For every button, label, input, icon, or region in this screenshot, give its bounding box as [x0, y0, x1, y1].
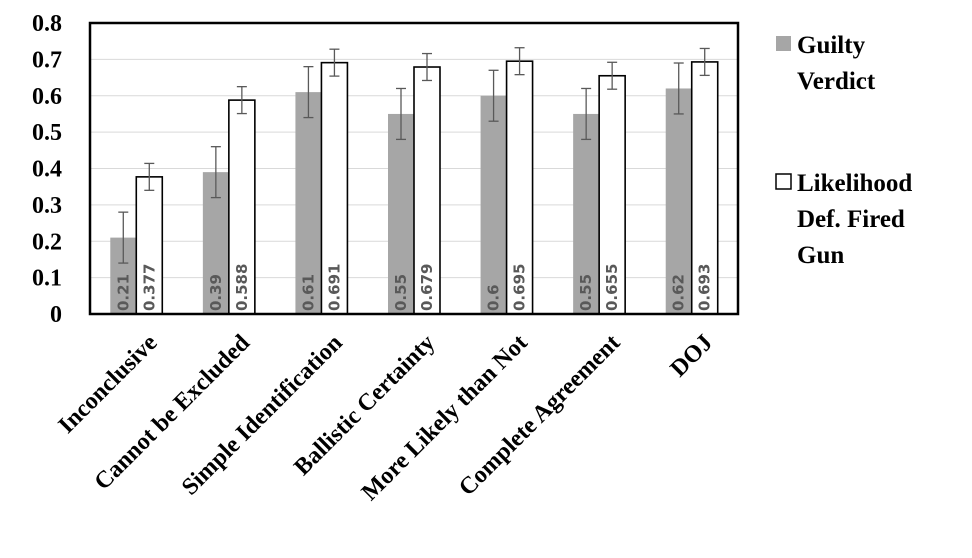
bar-likelihood-def-fired-gun — [320, 61, 349, 315]
data-label: 0.695 — [511, 264, 529, 311]
data-label: 0.21 — [114, 274, 132, 311]
legend-swatch-guilty-verdict — [776, 36, 791, 51]
legend: Guilty Verdict Likelihood Def. Fired Gun — [775, 32, 912, 269]
data-label: 0.655 — [603, 264, 621, 311]
legend-label: Likelihood — [797, 170, 912, 197]
data-label: 0.39 — [207, 274, 225, 311]
x-category-label: Complete Agreement — [454, 330, 625, 501]
legend-label: Verdict — [797, 68, 876, 95]
bar-guilty-verdict — [295, 92, 322, 314]
plot-area-frame — [88, 21, 740, 316]
bar-guilty-verdict — [388, 113, 414, 314]
data-label: 0.62 — [670, 274, 688, 311]
x-category-label: More Likely than Not — [357, 330, 533, 506]
y-tick-label: 0 — [50, 302, 62, 328]
legend-label: Guilty — [797, 32, 866, 59]
bar-likelihood-def-fired-gun — [505, 60, 534, 315]
data-label: 0.693 — [696, 264, 714, 311]
data-label: 0.679 — [418, 264, 436, 311]
y-tick-label: 0.6 — [32, 84, 62, 110]
y-tick-label: 0.1 — [32, 266, 62, 292]
bar-guilty-verdict — [573, 113, 600, 314]
y-tick-label: 0.4 — [32, 157, 62, 183]
bars: 0.21 0.377 0.39 0.588 0.61 0.691 0.55 0.679 0.6 0… — [110, 47, 719, 315]
bar-likelihood-def-fired-gun — [598, 74, 626, 315]
x-category-label: DOJ — [666, 330, 718, 382]
data-label: 0.6 — [485, 284, 503, 311]
data-label: 0.61 — [299, 274, 317, 311]
bar-likelihood-def-fired-gun — [690, 61, 719, 315]
bar-guilty-verdict — [480, 95, 507, 314]
y-axis-ticks: 0 0.1 0.2 0.3 0.4 0.5 0.6 0.7 0.8 — [32, 11, 62, 328]
y-tick-label: 0.5 — [32, 120, 62, 146]
y-tick-label: 0.3 — [32, 193, 62, 219]
legend-swatch-likelihood-def-fired-gun — [775, 173, 792, 190]
y-tick-label: 0.7 — [32, 47, 62, 73]
data-label: 0.55 — [577, 274, 595, 311]
data-label: 0.377 — [140, 264, 158, 311]
bar-likelihood-def-fired-gun — [135, 176, 164, 315]
x-category-label: Cannot be Excluded — [90, 329, 256, 495]
x-category-label: Simple Identification — [177, 330, 348, 501]
legend-label: Gun — [797, 242, 844, 269]
y-tick-label: 0.2 — [32, 229, 62, 255]
bar-likelihood-def-fired-gun — [413, 66, 441, 315]
data-label: 0.588 — [233, 264, 251, 311]
legend-label: Def. Fired — [797, 206, 905, 233]
bar-guilty-verdict — [665, 88, 692, 314]
data-label: 0.55 — [392, 274, 410, 311]
data-label: 0.691 — [325, 264, 343, 311]
y-tick-label: 0.8 — [32, 11, 62, 37]
